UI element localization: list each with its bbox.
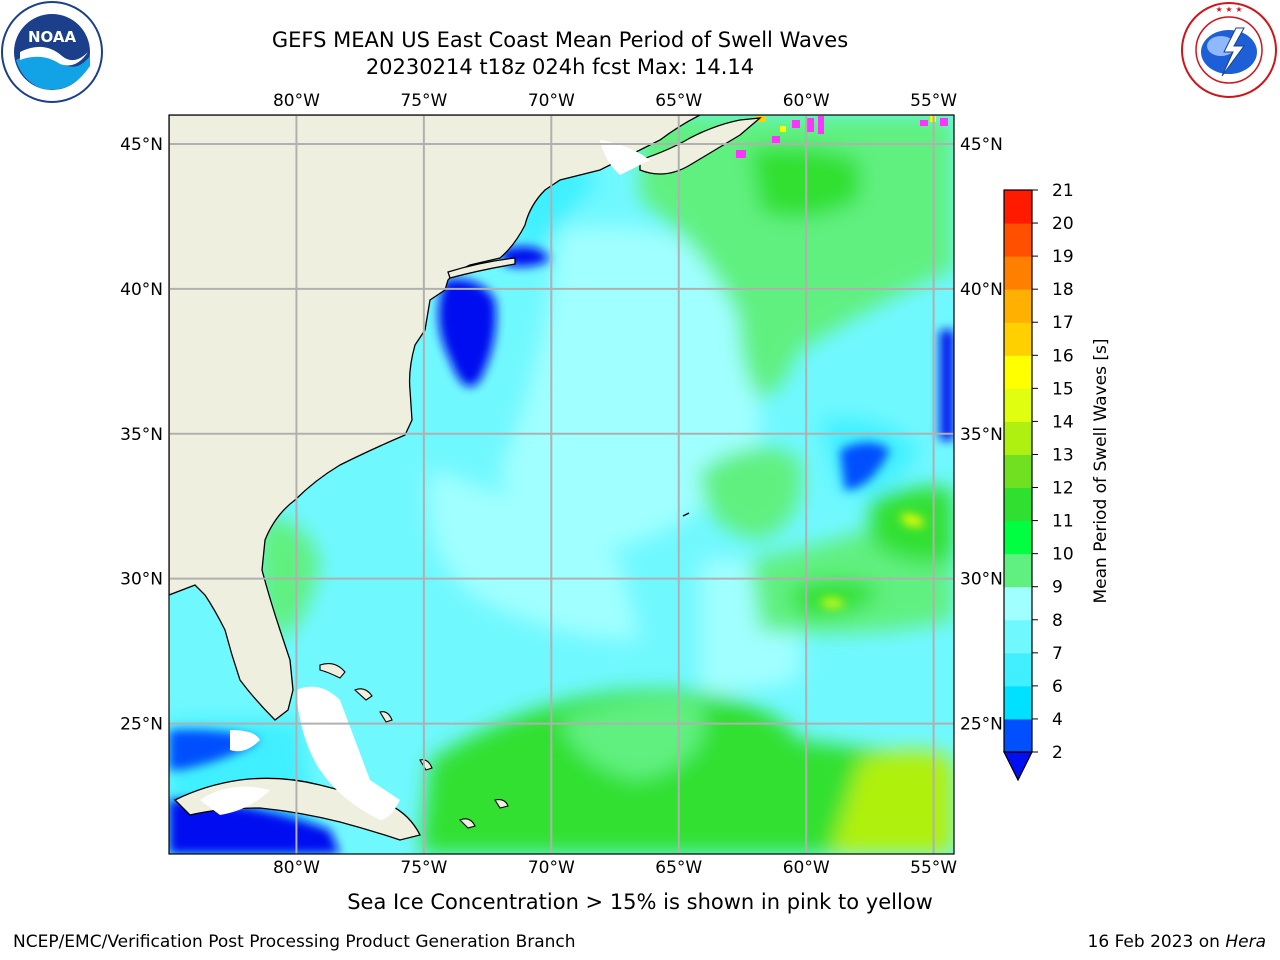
lat-label-left: 35°N [120,425,163,445]
colorbar-tick-label: 7 [1052,644,1063,664]
colorbar-tick-label: 13 [1052,445,1074,465]
colorbar-swatch [1004,355,1032,389]
colorbar-tick-label: 17 [1052,313,1074,333]
footer-date-text: 16 Feb 2023 on [1087,932,1226,952]
graticule [169,115,954,854]
colorbar-swatch [1004,289,1032,323]
lon-label-bottom: 75°W [400,858,447,878]
no-data-areas [200,140,650,820]
colorbar-tick-label: 6 [1052,677,1063,697]
longitude-labels-top: 80°W 75°W 70°W 65°W 60°W 55°W [273,91,957,111]
land-long-island [447,257,516,279]
lat-label-right: 40°N [960,280,1003,300]
colorbar-swatch [1004,388,1032,422]
lat-label-right: 45°N [960,135,1003,155]
colorbar: 2 4 6 7 8 9 10 11 12 13 14 15 16 17 18 19 20 21 [1003,181,1074,782]
colorbar-tick-label: 15 [1052,379,1074,399]
map-frame [168,114,955,855]
colorbar-tick-label: 9 [1052,578,1063,598]
colorbar-tick-label: 19 [1052,247,1074,267]
lat-label-left: 40°N [120,280,163,300]
colorbar-tick-label: 12 [1052,479,1074,499]
colorbar-swatch [1004,619,1032,654]
colorbar-tick-label: 8 [1052,611,1063,631]
sea-ice-caption: Sea Ice Concentration > 15% is shown in … [347,890,933,914]
colorbar-swatch [1004,718,1032,753]
colorbar-swatch [1004,520,1032,555]
footer-host: Hera [1225,932,1266,952]
lat-label-left: 45°N [120,135,163,155]
land-north-america [169,115,701,721]
colorbar-tick-label: 4 [1052,710,1063,730]
chart-title: GEFS MEAN US East Coast Mean Period of S… [271,28,849,52]
latitude-labels-right: 45°N 40°N 35°N 30°N 25°N [960,135,1003,735]
latitude-labels-left: 45°N 40°N 35°N 30°N 25°N [120,135,163,735]
lon-label-top: 70°W [528,91,575,111]
colorbar-swatch [1004,421,1032,455]
land-bermuda [682,512,690,517]
lat-label-right: 30°N [960,570,1003,590]
chart-subtitle: 20230214 t18z 024h fcst Max: 14.14 [365,55,755,79]
lat-label-right: 25°N [960,715,1003,735]
colorbar-swatch [1004,322,1032,356]
footer-date: 16 Feb 2023 on Hera [1088,932,1266,952]
colorbar-frame [1003,189,1033,753]
lon-label-top: 55°W [910,91,957,111]
lon-label-bottom: 55°W [910,858,957,878]
lon-label-top: 75°W [400,91,447,111]
lon-label-top: 60°W [783,91,830,111]
lon-label-bottom: 80°W [273,858,320,878]
nws-logo-icon: ★ ★ ★ [1181,2,1277,98]
lon-label-bottom: 60°W [783,858,830,878]
colorbar-tick-label: 11 [1052,512,1074,532]
colorbar-swatch [1004,586,1032,621]
lat-label-right: 35°N [960,425,1003,445]
colorbar-swatch [1004,223,1032,257]
colorbar-tick-label: 16 [1052,346,1074,366]
colorbar-swatch [1004,454,1032,489]
colorbar-swatch [1004,553,1032,588]
lat-label-left: 30°N [120,570,163,590]
map-plot-area [169,115,954,854]
colorbar-tick-label: 18 [1052,280,1074,300]
colorbar-tick-label: 20 [1052,214,1074,234]
swell-period-field [169,115,954,854]
noaa-logo-icon: NOAA [1,1,103,103]
colorbar-swatch [1004,487,1032,522]
footer-credit: NCEP/EMC/Verification Post Processing Pr… [13,932,576,952]
lon-label-top: 80°W [273,91,320,111]
colorbar-swatch [1004,685,1032,720]
colorbar-swatch [1004,256,1032,290]
noaa-logo-text: NOAA [28,28,77,46]
longitude-labels-bottom: 80°W 75°W 70°W 65°W 60°W 55°W [273,858,957,878]
lon-label-bottom: 65°W [655,858,702,878]
colorbar-swatch [1004,190,1032,224]
colorbar-label: Mean Period of Swell Waves [s] [1091,339,1111,604]
svg-text:★ ★ ★: ★ ★ ★ [1215,5,1242,14]
colorbar-tick-label: 10 [1052,545,1074,565]
colorbar-swatch [1004,652,1032,687]
colorbar-extend-arrow [1003,751,1033,782]
colorbar-tick-label: 14 [1052,412,1074,432]
land-bahamas [319,663,509,829]
colorbar-tick-label: 2 [1052,743,1063,763]
lon-label-bottom: 70°W [528,858,575,878]
lat-label-left: 25°N [120,715,163,735]
lon-label-top: 65°W [655,91,702,111]
colorbar-tick-label: 21 [1052,181,1074,201]
